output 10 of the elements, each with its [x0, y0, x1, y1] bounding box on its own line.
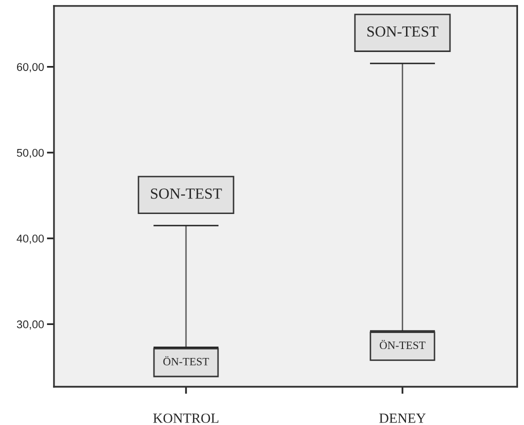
y-tick-label: 30,00 — [16, 320, 44, 330]
y-tick-label: 60,00 — [17, 63, 44, 72]
x-tick-label: KONTROL — [153, 414, 218, 423]
annotation: SON-TEST — [367, 26, 438, 37]
annotation: ÖN-TEST — [163, 356, 209, 366]
y-tick-label: 40,00 — [16, 234, 44, 244]
annotation: SON-TEST — [150, 188, 222, 199]
x-tick-label: DENEY — [379, 414, 426, 423]
annotation: ÖN-TEST — [380, 340, 426, 350]
y-tick-label: 50,00 — [16, 148, 44, 158]
